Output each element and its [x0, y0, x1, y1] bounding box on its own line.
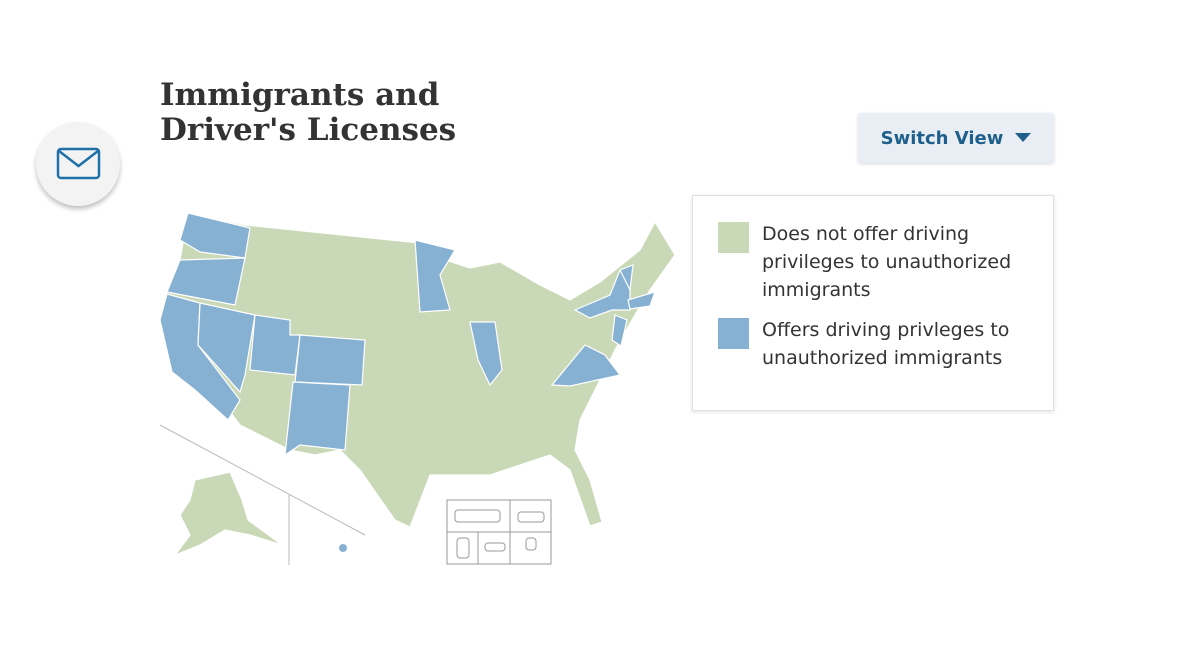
territory: [517, 511, 545, 523]
legend-swatch: [718, 318, 749, 349]
state: [611, 314, 628, 347]
legend-swatch: [718, 222, 749, 253]
state: [179, 212, 251, 259]
switch-view-button[interactable]: Switch View: [858, 113, 1054, 163]
mail-icon: [56, 147, 101, 180]
state: [619, 264, 634, 293]
state: [166, 257, 246, 306]
legend: Does not offer driving privileges to una…: [692, 195, 1054, 411]
territory: [456, 537, 470, 559]
state: [284, 381, 351, 457]
territory: [454, 509, 501, 523]
legend-label: Offers driving privleges to unauthorized…: [762, 319, 1010, 369]
state: [414, 239, 456, 313]
state: [294, 334, 366, 386]
button-label: Switch View: [880, 127, 1004, 149]
alaska: [173, 471, 283, 557]
territory: [484, 542, 506, 552]
email-share-button[interactable]: [36, 122, 120, 206]
state: [573, 269, 631, 319]
state: [627, 291, 656, 310]
legend-label: Does not offer driving privileges to una…: [762, 223, 1012, 301]
us-map: [159, 212, 676, 565]
state: [469, 321, 503, 387]
page-title: Immigrants and Driver's Licenses: [160, 77, 457, 148]
territory: [525, 537, 537, 551]
hawaii: [339, 544, 347, 552]
legend-item: Offers driving privleges to unauthorized…: [718, 316, 1033, 372]
legend-item: Does not offer driving privileges to una…: [718, 220, 1033, 304]
state: [550, 344, 622, 387]
dropdown-caret: [1015, 133, 1032, 142]
state: [197, 302, 256, 394]
inset-divider: [159, 424, 366, 536]
